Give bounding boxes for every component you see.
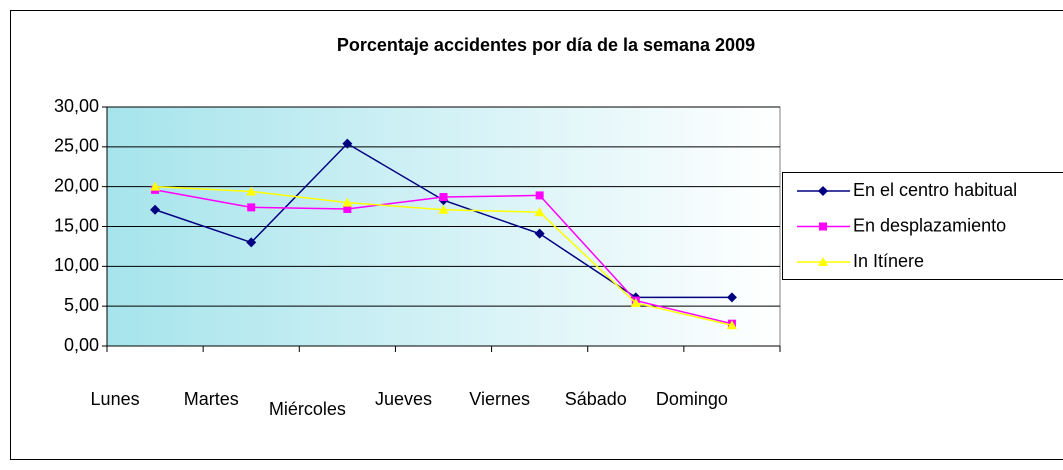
data-point: [150, 204, 161, 215]
data-point: [726, 292, 737, 303]
data-point: [343, 204, 352, 213]
data-point: [247, 203, 256, 212]
data-point: [246, 186, 257, 196]
legend-label: En desplazamiento: [853, 215, 1006, 235]
data-point: [534, 207, 545, 217]
y-tick-label: 10,00: [54, 255, 99, 275]
data-point: [439, 193, 448, 202]
data-point: [342, 138, 353, 149]
data-point: [342, 197, 353, 207]
x-tick-label: Jueves: [375, 389, 432, 409]
data-point: [630, 297, 641, 307]
y-tick-label: 15,00: [54, 215, 99, 235]
legend-marker: [819, 222, 827, 231]
x-tick-label: Domingo: [656, 389, 728, 409]
data-point: [246, 237, 257, 248]
x-tick-label: Viernes: [469, 389, 530, 409]
y-tick-label: 0,00: [64, 335, 99, 355]
legend-marker: [818, 186, 828, 196]
y-tick-label: 25,00: [54, 136, 99, 156]
x-tick-label: Lunes: [91, 389, 140, 409]
data-point: [535, 191, 544, 200]
data-point: [438, 204, 449, 214]
x-tick-label: Sábado: [565, 389, 627, 409]
data-point: [534, 228, 545, 239]
data-point: [726, 320, 737, 330]
legend-marker: [818, 257, 828, 266]
data-point: [150, 181, 161, 191]
x-tick-label: Martes: [184, 389, 239, 409]
y-tick-label: 5,00: [64, 295, 99, 315]
chart-title: Porcentaje accidentes por día de la sema…: [337, 35, 755, 55]
legend-label: En el centro habitual: [853, 180, 1017, 200]
y-tick-label: 20,00: [54, 175, 99, 195]
x-tick-label: Miércoles: [269, 399, 346, 419]
legend-label: In Itínere: [853, 251, 924, 271]
y-tick-label: 30,00: [54, 96, 99, 116]
